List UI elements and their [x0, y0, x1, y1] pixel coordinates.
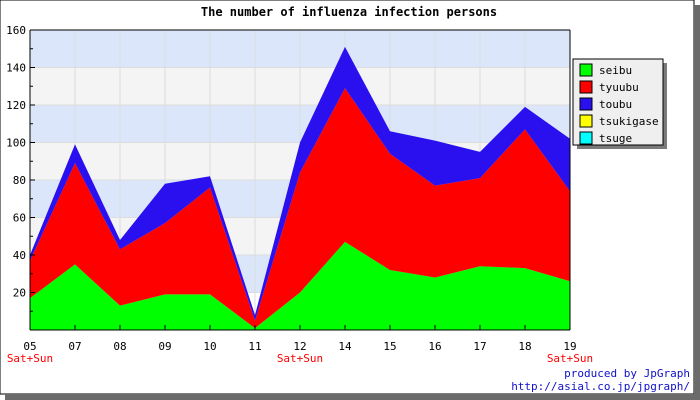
- legend-swatch-tyuubu: [579, 80, 593, 94]
- legend-label-tsuge: tsuge: [599, 132, 632, 145]
- x-day-marker: Sat+Sun: [7, 352, 53, 365]
- y-tick-label: 160: [6, 24, 26, 37]
- legend-swatch-seibu: [579, 63, 593, 77]
- legend: seibu tyuubu toubu tsukigase tsuge: [572, 58, 667, 149]
- frame-shadow-right: [694, 5, 700, 400]
- credit-line-2: http://asial.co.jp/jpgraph/: [511, 380, 690, 393]
- legend-label-seibu: seibu: [599, 64, 632, 77]
- x-day-marker: Sat+Sun: [547, 352, 593, 365]
- x-tick-label: 05: [23, 340, 36, 353]
- y-tick-label: 120: [6, 99, 26, 112]
- x-tick-label: 07: [68, 340, 81, 353]
- area-series-tyuubu: [30, 88, 570, 329]
- legend-label-tyuubu: tyuubu: [599, 81, 639, 94]
- x-tick-label: 09: [158, 340, 171, 353]
- area-series-seibu: [30, 241, 570, 330]
- legend-items: seibu tyuubu toubu tsukigase tsuge: [579, 63, 659, 145]
- legend-label-tsukigase: tsukigase: [599, 115, 659, 128]
- chart-title: The number of influenza infection person…: [201, 5, 497, 19]
- credit-line-1: produced by JpGraph: [564, 367, 690, 380]
- y-tick-label: 40: [13, 249, 26, 262]
- x-tick-label: 08: [113, 340, 126, 353]
- y-tick-label: 100: [6, 137, 26, 150]
- x-tick-label: 14: [338, 340, 352, 353]
- x-tick-label: 16: [428, 340, 441, 353]
- x-tick-label: 17: [473, 340, 486, 353]
- x-day-marker: Sat+Sun: [277, 352, 323, 365]
- legend-label-toubu: toubu: [599, 98, 632, 111]
- y-axis-ticks: 20 40 60 80 100 120 140 160: [6, 24, 35, 312]
- y-tick-label: 20: [13, 287, 26, 300]
- y-tick-label: 80: [13, 174, 26, 187]
- legend-swatch-toubu: [579, 97, 593, 111]
- legend-swatch-tsuge: [579, 131, 593, 145]
- x-tick-label: 18: [518, 340, 531, 353]
- x-tick-label: 19: [563, 340, 576, 353]
- y-tick-label: 60: [13, 212, 26, 225]
- plot-areas: [29, 46, 571, 330]
- x-tick-label: 11: [248, 340, 261, 353]
- x-tick-label: 10: [203, 340, 216, 353]
- x-tick-label: 12: [293, 340, 306, 353]
- legend-swatch-tsukigase: [579, 114, 593, 128]
- frame-shadow-bottom: [5, 394, 700, 400]
- x-tick-label: 15: [383, 340, 396, 353]
- y-tick-label: 140: [6, 62, 26, 75]
